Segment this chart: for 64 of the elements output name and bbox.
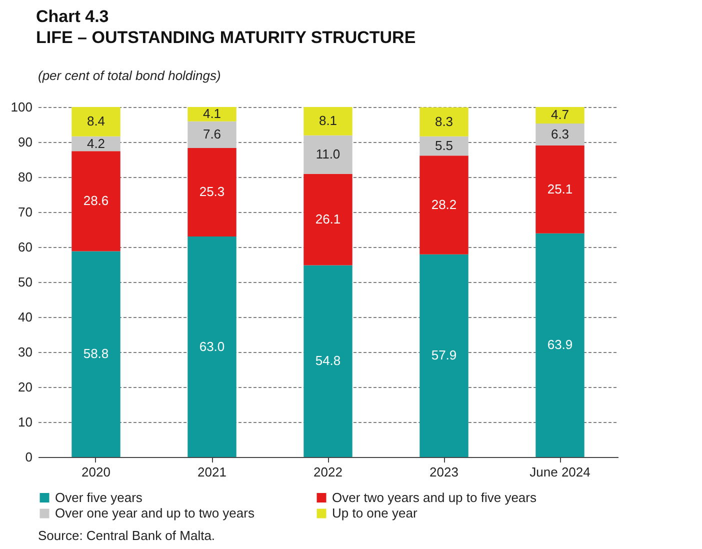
bar [304,107,352,136]
text: (per cent of total bond holdings) [38,68,221,83]
data-label: 8.4 [86,114,106,129]
data-label: 63.0 [199,338,225,354]
x-tick-label: June 2024 [530,464,590,480]
data-label: 4.2 [86,136,106,151]
y-tick-label: 0 [25,450,32,464]
bar [420,254,468,457]
bar [420,107,468,136]
source-note: Source: Central Bank of Malta. [38,528,216,543]
x-tick-label: 2020 [82,464,110,480]
data-label: 28.2 [431,197,457,212]
data-label: 11.0 [316,146,340,162]
legend-label: Up to one year [332,506,418,520]
data-label: 25.3 [199,184,225,200]
bar [536,146,584,234]
data-label: 4.1 [202,106,222,122]
chart-subtitle: LIFE – OUTSTANDING MATURITY STRUCTURE [36,28,416,47]
data-label: 57.9 [431,348,457,363]
bar [188,148,236,236]
bar [536,107,584,124]
bar [72,107,120,136]
bar [304,174,352,266]
legend-label: Over five years [55,490,143,505]
x-tick-label: 2021 [198,464,226,480]
data-label: 25.1 [547,181,573,196]
data-label: 6.3 [550,126,570,142]
x-tick-label: 2023 [430,464,458,480]
chart-title: Chart 4.3 [36,7,109,26]
y-tick-label: 50 [18,274,32,290]
bar [188,121,236,148]
x-tick-label: 2022 [314,464,342,480]
bar [72,151,120,252]
data-label: 26.1 [315,212,341,227]
y-tick-label: 100 [10,100,32,114]
legend-label: Over two years and up to five years [332,490,537,505]
bar [188,236,236,457]
bar [72,136,120,152]
y-tick-label: 10 [18,414,32,430]
bar [536,123,584,146]
data-label: 5.5 [434,138,454,154]
data-label: 54.8 [315,353,341,368]
y-tick-label: 40 [18,310,32,324]
data-label: 58.8 [83,346,109,362]
legend-label: Over one year and up to two years [55,506,255,520]
y-tick-label: 70 [18,204,32,220]
y-tick-label: 80 [18,170,32,184]
data-label: 63.9 [547,337,573,352]
bar [536,233,584,457]
bar [188,107,236,122]
bar [420,156,468,254]
bar [304,135,352,174]
y-tick-label: 30 [18,344,32,360]
data-label: 7.6 [202,126,222,142]
bar [420,136,468,156]
data-label: 28.6 [83,193,109,208]
data-label: 4.7 [550,107,570,122]
data-label: 8.3 [434,114,454,129]
bar [304,265,352,457]
data-label: 8.1 [318,113,338,128]
bar [72,251,120,457]
y-tick-label: 90 [18,134,32,150]
y-tick-label: 60 [18,240,32,254]
y-tick-label: 20 [18,380,32,394]
